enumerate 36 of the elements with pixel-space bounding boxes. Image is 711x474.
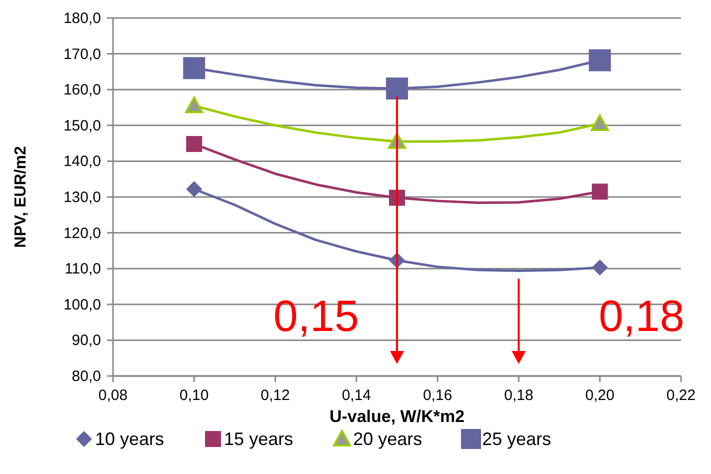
annotation: 0,18 — [598, 292, 684, 341]
y-tick-label: 160,0 — [63, 82, 101, 99]
point — [183, 57, 206, 80]
x-tick-label: 0,20 — [585, 387, 614, 404]
y-tick-label: 170,0 — [63, 46, 101, 63]
legend-label: 20 years — [353, 428, 422, 450]
y-tick-label: 130,0 — [63, 189, 101, 206]
point — [186, 136, 202, 152]
x-tick-label: 0,16 — [422, 387, 452, 404]
x-tick-label: 0,14 — [342, 387, 372, 404]
y-tick-label: 100,0 — [63, 296, 101, 314]
x-tick-label: 0,08 — [98, 387, 128, 404]
legend-label: 10 years — [95, 428, 164, 450]
point — [590, 114, 609, 132]
y-tick-label: 150,0 — [63, 117, 101, 134]
legend-label: 15 years — [224, 428, 294, 450]
y-tick-label: 90,0 — [72, 332, 101, 350]
point — [185, 96, 204, 114]
x-tick-label: 0,10 — [180, 387, 209, 404]
x-tick-label: 0,22 — [666, 387, 696, 404]
y-axis-title: NPV, EUR/m2 — [12, 146, 30, 248]
legend-label: 25 years — [482, 428, 552, 450]
y-tick-label: 180,0 — [63, 10, 101, 27]
y-tick-label: 110,0 — [64, 260, 101, 278]
x-tick-label: 0,12 — [260, 387, 290, 404]
y-tick-label: 80,0 — [72, 368, 101, 385]
y-tick-label: 120,0 — [63, 224, 101, 242]
y-tick-label: 140,0 — [63, 153, 101, 170]
point — [588, 49, 611, 72]
annotation: 0,15 — [273, 292, 359, 341]
point — [592, 260, 608, 276]
point — [386, 78, 408, 100]
x-axis-title: U-value, W/K*m2 — [329, 407, 465, 426]
x-tick-label: 0,18 — [504, 387, 534, 404]
point — [592, 184, 608, 200]
point — [186, 181, 202, 198]
